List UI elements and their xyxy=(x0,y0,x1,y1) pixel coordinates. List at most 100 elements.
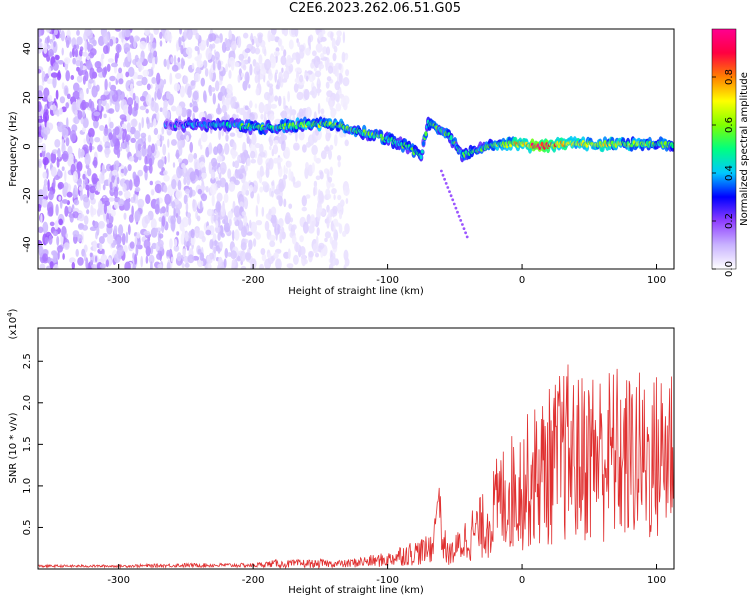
noise-patch xyxy=(103,32,109,45)
noise-patch xyxy=(289,105,293,118)
noise-patch xyxy=(315,252,319,258)
noise-patch xyxy=(295,180,302,188)
noise-patch xyxy=(208,161,212,174)
noise-patch xyxy=(193,152,198,160)
noise-patch xyxy=(287,91,290,102)
noise-patch xyxy=(172,162,176,168)
noise-patch xyxy=(129,126,136,135)
noise-patch xyxy=(134,187,141,192)
noise-patch xyxy=(103,127,109,137)
noise-patch xyxy=(134,235,138,246)
noise-patch xyxy=(106,234,114,245)
noise-patch xyxy=(84,153,91,166)
noise-patch xyxy=(337,160,341,168)
noise-patch xyxy=(337,155,342,161)
noise-patch xyxy=(293,83,299,93)
noise-patch xyxy=(121,37,124,43)
noise-patch xyxy=(250,46,256,54)
noise-patch xyxy=(186,174,191,186)
noise-patch xyxy=(73,44,77,50)
noise-patch xyxy=(96,225,100,236)
noise-patch xyxy=(69,51,73,58)
ridge-core xyxy=(424,131,428,137)
y-tick-label: 2.0 xyxy=(22,395,33,411)
noise-patch xyxy=(220,232,225,238)
noise-patch xyxy=(77,213,85,222)
noise-patch xyxy=(345,198,349,204)
noise-patch xyxy=(169,72,173,85)
noise-patch xyxy=(88,127,95,138)
noise-patch xyxy=(200,77,205,87)
noise-patch xyxy=(129,35,134,44)
noise-patch xyxy=(334,93,340,102)
noise-patch xyxy=(82,181,86,189)
noise-patch xyxy=(84,29,91,37)
x-tick-label: 0 xyxy=(519,275,525,286)
noise-patch xyxy=(49,221,55,227)
noise-patch xyxy=(136,80,144,87)
noise-patch xyxy=(50,166,57,177)
noise-patch xyxy=(149,122,154,128)
noise-patch xyxy=(74,48,79,58)
noise-patch xyxy=(132,92,136,101)
noise-patch xyxy=(155,86,158,92)
noise-patch xyxy=(197,188,202,195)
noise-patch xyxy=(101,53,105,60)
noise-patch xyxy=(79,60,84,71)
noise-patch xyxy=(138,122,142,132)
noise-patch xyxy=(125,71,130,78)
noise-patch xyxy=(263,48,267,57)
noise-patch xyxy=(328,209,331,219)
noise-patch xyxy=(88,78,94,84)
noise-patch xyxy=(273,50,280,57)
noise-patch xyxy=(103,203,107,215)
noise-patch xyxy=(209,183,217,196)
noise-patch xyxy=(40,213,43,224)
noise-patch xyxy=(235,169,240,179)
noise-patch xyxy=(330,183,335,188)
y-tick-label: 40 xyxy=(22,42,33,55)
noise-patch xyxy=(186,241,192,247)
noise-patch xyxy=(72,171,79,183)
noise-patch xyxy=(267,30,272,43)
noise-patch xyxy=(139,105,147,111)
noise-patch xyxy=(164,193,171,205)
noise-patch xyxy=(66,117,69,129)
noise-patch xyxy=(109,121,114,129)
noise-patch xyxy=(163,174,170,182)
noise-patch xyxy=(209,91,213,97)
noise-patch xyxy=(268,113,275,121)
noise-patch xyxy=(268,208,272,216)
noise-patch xyxy=(197,259,204,268)
noise-patch xyxy=(71,262,75,269)
noise-patch xyxy=(298,108,304,117)
noise-patch xyxy=(91,264,97,269)
noise-patch xyxy=(161,126,165,135)
noise-patch xyxy=(305,75,309,82)
noise-patch xyxy=(52,103,56,115)
noise-patch xyxy=(42,253,48,262)
noise-patch xyxy=(259,170,265,177)
noise-patch xyxy=(181,163,186,169)
noise-patch xyxy=(123,104,129,115)
noise-patch xyxy=(112,132,117,144)
noise-patch xyxy=(181,217,189,228)
noise-patch xyxy=(283,29,289,37)
noise-patch xyxy=(251,133,257,145)
noise-patch xyxy=(275,84,279,90)
noise-patch xyxy=(301,253,307,267)
noise-patch xyxy=(297,41,301,48)
noise-patch xyxy=(268,136,272,143)
noise-patch xyxy=(66,191,73,198)
noise-patch xyxy=(269,86,274,96)
noise-patch xyxy=(225,134,229,142)
noise-patch xyxy=(166,249,171,257)
noise-patch xyxy=(221,104,227,114)
noise-patch xyxy=(38,85,44,92)
noise-patch xyxy=(113,200,120,209)
noise-patch xyxy=(53,41,56,48)
noise-patch xyxy=(105,259,110,268)
noise-patch xyxy=(177,57,181,63)
noise-patch xyxy=(136,74,144,80)
noise-patch xyxy=(323,168,329,174)
